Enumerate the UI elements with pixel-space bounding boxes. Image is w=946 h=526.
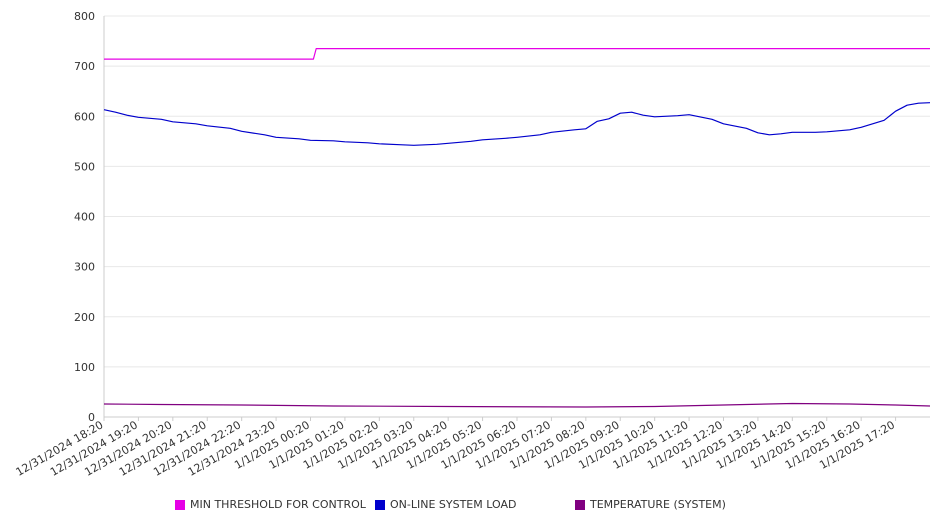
legend-label-temperature: TEMPERATURE (SYSTEM) <box>590 498 726 511</box>
y-tick-label: 800 <box>74 10 95 23</box>
legend-swatch-temperature <box>575 499 585 510</box>
y-tick-label: 400 <box>74 211 95 224</box>
y-tick-label: 500 <box>74 160 95 173</box>
series-line-on-line-system-load <box>103 102 931 146</box>
legend: MIN THRESHOLD FOR CONTROL ON-LINE SYSTEM… <box>0 498 946 514</box>
series-lines <box>103 48 931 408</box>
y-tick-label: 300 <box>74 261 95 274</box>
series-line-min-threshold-for-control <box>104 48 930 60</box>
legend-label-system-load: ON-LINE SYSTEM LOAD <box>390 498 517 511</box>
grid-lines <box>104 15 930 368</box>
y-tick-label: 200 <box>74 311 95 324</box>
legend-item-temperature[interactable]: TEMPERATURE (SYSTEM) <box>575 498 726 511</box>
legend-swatch-system-load <box>375 499 385 510</box>
series-line-temperature-system <box>103 402 931 408</box>
legend-item-min-threshold[interactable]: MIN THRESHOLD FOR CONTROL <box>175 498 366 511</box>
y-tick-label: 600 <box>74 110 95 123</box>
y-tick-label: 700 <box>74 60 95 73</box>
legend-label-min-threshold: MIN THRESHOLD FOR CONTROL <box>190 498 366 511</box>
y-tick-label: 100 <box>74 361 95 374</box>
y-tick-label: 0 <box>88 411 95 424</box>
legend-item-system-load[interactable]: ON-LINE SYSTEM LOAD <box>375 498 516 511</box>
y-axis-ticks: 0 100 200 300 400 500 600 700 800 <box>74 10 95 424</box>
legend-swatch-min-threshold <box>175 499 185 510</box>
